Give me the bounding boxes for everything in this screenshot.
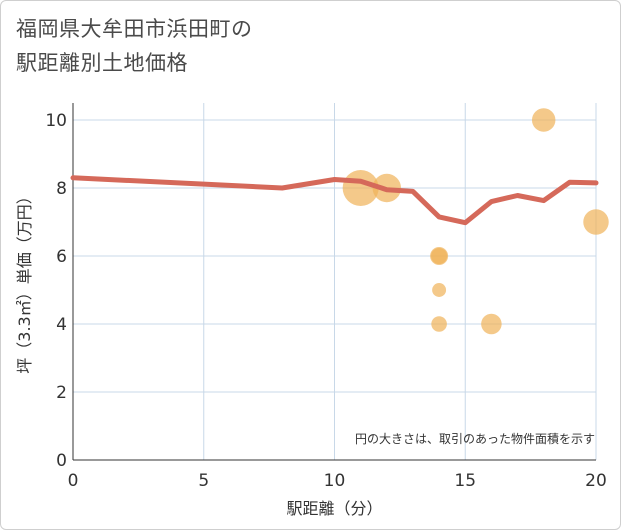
bubble-layer <box>342 108 609 335</box>
bubble-point-7 <box>531 108 556 132</box>
bubble-point-6 <box>481 313 502 335</box>
x-tick-label-10: 10 <box>324 471 346 491</box>
y-tick-label-10: 10 <box>45 111 67 131</box>
chart-title: 福岡県大牟田市浜田町の 駅距離別土地価格 <box>16 12 253 80</box>
chart-title-line-1: 福岡県大牟田市浜田町の <box>16 17 253 41</box>
x-tick-label-15: 15 <box>454 471 476 491</box>
y-tick-label-0: 0 <box>56 451 67 471</box>
chart-title-line-2: 駅距離別土地価格 <box>16 51 188 75</box>
bubble-point-4 <box>432 283 447 297</box>
bubble-point-5 <box>431 316 447 332</box>
x-tick-label-20: 20 <box>585 471 607 491</box>
x-tick-label-5: 5 <box>198 471 209 491</box>
bubble-size-note: 円の大きさは、取引のあった物件面積を示す <box>355 431 595 446</box>
x-axis-label: 駅距離（分） <box>286 499 382 518</box>
x-tick-label-0: 0 <box>68 471 79 491</box>
y-tick-label-4: 4 <box>56 315 67 335</box>
bubble-point-3 <box>431 247 448 265</box>
axes <box>72 103 596 461</box>
series-line-layer <box>70 175 599 226</box>
y-axis-label: 坪（3.3㎡）単価（万円） <box>15 188 34 373</box>
bubble-point-8 <box>583 209 609 235</box>
tick-labels: 0 5 10 15 20 0 2 4 6 8 10 <box>45 111 606 491</box>
y-tick-label-8: 8 <box>56 179 67 199</box>
y-tick-label-2: 2 <box>56 383 67 403</box>
y-tick-label-6: 6 <box>56 247 67 267</box>
series-line-0 <box>70 175 599 226</box>
